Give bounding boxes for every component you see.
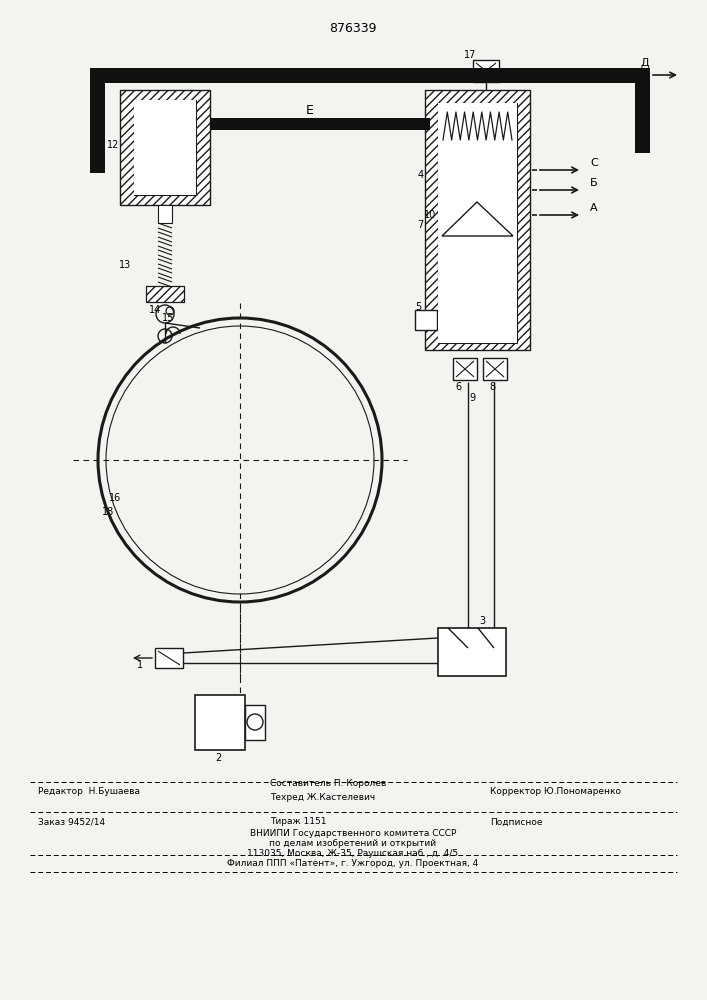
Text: А: А <box>590 203 598 213</box>
Bar <box>438 103 517 343</box>
Bar <box>438 103 517 343</box>
Text: ВНИИПИ Государственного комитета СССР: ВНИИПИ Государственного комитета СССР <box>250 828 456 838</box>
Text: 17: 17 <box>464 50 477 60</box>
Text: 876339: 876339 <box>329 21 377 34</box>
Text: 13: 13 <box>119 260 131 270</box>
Text: Подписное: Подписное <box>490 818 542 826</box>
Bar <box>158 205 172 223</box>
Bar <box>134 100 196 195</box>
Text: 10: 10 <box>424 210 436 220</box>
Bar <box>245 705 265 740</box>
Text: 14: 14 <box>149 305 161 315</box>
Text: Техред Ж.Кастелевич: Техред Ж.Кастелевич <box>270 792 375 802</box>
Text: 2: 2 <box>215 753 221 763</box>
Text: 5: 5 <box>415 302 421 312</box>
Text: 12: 12 <box>107 140 119 150</box>
Text: 16: 16 <box>109 493 121 503</box>
Text: Заказ 9452/14: Заказ 9452/14 <box>38 818 105 826</box>
Bar <box>415 310 437 330</box>
Text: 113035, Москва, Ж-35, Раушская наб., д. 4/5: 113035, Москва, Ж-35, Раушская наб., д. … <box>247 848 459 857</box>
Bar <box>120 90 210 205</box>
Bar <box>90 68 648 83</box>
Polygon shape <box>442 202 513 236</box>
Text: Тираж 1151: Тираж 1151 <box>270 818 327 826</box>
Bar <box>146 286 184 302</box>
Text: 8: 8 <box>489 382 495 392</box>
Text: 18: 18 <box>102 507 114 517</box>
Text: 15: 15 <box>162 313 174 323</box>
Text: Б: Б <box>590 178 598 188</box>
Bar <box>155 648 183 668</box>
Text: 7: 7 <box>417 220 423 230</box>
Text: 3: 3 <box>479 616 485 626</box>
Text: Филиал ППП «Патент», г. Ужгород, ул. Проектная, 4: Филиал ППП «Патент», г. Ужгород, ул. Про… <box>228 859 479 868</box>
Text: Составитель П. Королев: Составитель П. Королев <box>270 780 386 788</box>
Bar <box>134 100 196 195</box>
Text: Корректор Ю.Пономаренко: Корректор Ю.Пономаренко <box>490 786 621 796</box>
Text: 6: 6 <box>455 382 461 392</box>
Bar <box>210 118 430 130</box>
Bar <box>483 358 507 380</box>
Bar <box>425 90 530 350</box>
Bar <box>473 60 499 82</box>
Text: Редактор  Н.Бушаева: Редактор Н.Бушаева <box>38 786 140 796</box>
Bar <box>635 68 650 153</box>
Bar <box>453 358 477 380</box>
Text: по делам изобретений и открытий: по делам изобретений и открытий <box>269 838 436 848</box>
Text: 9: 9 <box>469 393 475 403</box>
Bar <box>438 628 506 676</box>
Text: С: С <box>590 158 598 168</box>
Text: 1: 1 <box>137 660 143 670</box>
Bar <box>195 695 245 750</box>
Bar <box>438 245 517 300</box>
Bar <box>438 148 517 196</box>
Text: Д: Д <box>641 58 649 68</box>
Text: 4: 4 <box>418 170 424 180</box>
Bar <box>90 68 105 173</box>
Text: Е: Е <box>306 104 314 116</box>
